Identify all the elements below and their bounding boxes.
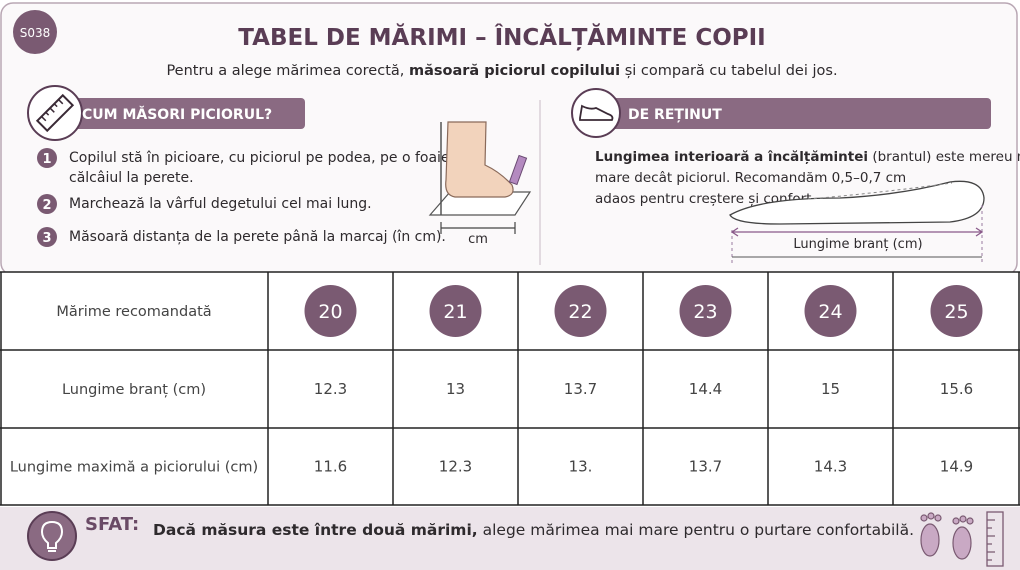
table-cell: 12.3: [314, 380, 347, 398]
step-number-circle: [37, 227, 57, 247]
step-number: 1: [42, 152, 51, 167]
badge: S038: [20, 26, 51, 40]
title: TABEL DE MĂRIMI – ÎNCĂLȚĂMINTE COPII: [238, 23, 765, 51]
text-run: Dacă măsura este între două mărimi,: [153, 521, 478, 539]
table-cell: 13: [446, 380, 465, 398]
table-cell: 13.7: [564, 380, 597, 398]
ruler-icon-shape: [35, 93, 75, 133]
table-cell: 13.7: [689, 458, 722, 476]
size-value: 21: [443, 301, 467, 323]
table-cell: 15.6: [940, 380, 973, 398]
feet-icon: [920, 512, 974, 560]
step-text: Măsoară distanța de la perete până la ma…: [69, 229, 446, 245]
measure-banner: [55, 98, 305, 129]
text-run: și compară cu tabelul dei jos.: [620, 63, 837, 79]
step-number: 3: [42, 231, 51, 246]
size-circle: [804, 285, 857, 337]
shoe-icon-shape: [579, 104, 614, 121]
table-cell: 12.3: [439, 458, 472, 476]
note-heading: DE REȚINUT: [628, 107, 722, 123]
subtitle: Pentru a alege mărimea corectă, măsoară …: [166, 63, 837, 79]
insole-label: Lungime branț (cm): [793, 237, 922, 252]
tip-label: SFAT:: [85, 514, 139, 535]
row-header: Mărime recomandată: [56, 304, 211, 320]
tip-text: Dacă măsura este între două mărimi, aleg…: [153, 521, 914, 539]
size-value: 22: [568, 301, 592, 323]
size-circle: [554, 285, 607, 337]
note-banner: [596, 98, 991, 129]
size-value: 24: [818, 301, 842, 323]
size-value: 20: [318, 301, 342, 323]
foot-diagram: [428, 121, 532, 234]
text-run: măsoară piciorul copilului: [409, 63, 620, 79]
steps: 1 Copilul stă în picioare, cu piciorul pe…: [37, 148, 454, 247]
size-circle: [429, 285, 482, 337]
size-value: 25: [944, 301, 968, 323]
ruler-icon: [27, 85, 83, 141]
step-text: Copilul stă în picioare, cu piciorul pe …: [69, 150, 454, 166]
step-text: Marchează la vârful degetului cel mai lu…: [69, 196, 372, 212]
table-cell: 13.: [569, 458, 593, 476]
row-header: Lungime maximă a piciorului (cm): [10, 460, 258, 476]
row-header: Lungime branț (cm): [62, 382, 206, 398]
table-cell: 15: [821, 380, 840, 398]
foot-diagram-label: cm: [468, 232, 488, 247]
step-text: călcâiul la perete.: [69, 170, 194, 186]
note-line: mare decât piciorul. Recomandăm 0,5–0,7 …: [595, 170, 906, 186]
note-text: Lungimea interioară a încălțămintei (bra…: [595, 149, 1020, 207]
table-cell: 11.6: [314, 458, 347, 476]
text-run: mare decât piciorul. Recomandăm 0,5–0,7 …: [595, 170, 906, 186]
bulb-icon-shape: [40, 520, 64, 552]
measure-heading: CUM MĂSORI PICIORUL?: [82, 105, 272, 123]
note-line: adaos pentru creștere și confort.: [595, 191, 816, 207]
step-number-circle: [37, 148, 57, 168]
text-run: Lungimea interioară a încălțămintei: [595, 149, 868, 165]
size-circle: [679, 285, 732, 337]
table-cell: 14.4: [689, 380, 722, 398]
step-number: 2: [42, 198, 51, 213]
size-value: 23: [693, 301, 717, 323]
note-line: Lungimea interioară a încălțămintei (bra…: [595, 149, 1020, 165]
table-cell: 14.3: [814, 458, 847, 476]
text-run: (brantul) este mereu mai: [868, 149, 1020, 165]
tip-bar: [0, 507, 1020, 570]
text-run: adaos pentru creștere și confort.: [595, 191, 816, 207]
table-cell: 14.9: [940, 458, 973, 476]
text-run: alege mărimea mai mare pentru o purtare …: [478, 521, 914, 539]
size-table: Mărime recomandată 20 21 22 23 24 25 Lungime br…: [0, 271, 1020, 506]
insole-diagram: [729, 180, 985, 266]
text-run: Pentru a alege mărimea corectă,: [166, 63, 409, 79]
step-number-circle: [37, 194, 57, 214]
ruler-side-icon: [986, 511, 1004, 567]
bulb-icon: [27, 511, 77, 561]
size-circle: [304, 285, 357, 337]
badge-circle: [13, 10, 57, 54]
size-circle: [930, 285, 983, 337]
